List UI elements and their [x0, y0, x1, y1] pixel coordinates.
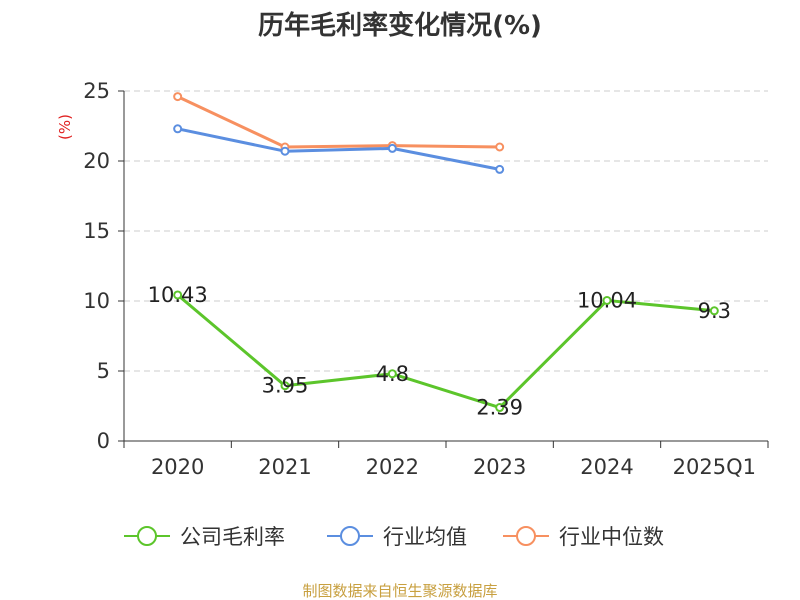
legend-label: 行业均值	[383, 525, 467, 549]
y-tick-label: 5	[97, 359, 110, 383]
data-label: 10.04	[577, 288, 637, 312]
x-tick-label: 2022	[366, 455, 419, 479]
data-point[interactable]	[709, 306, 719, 316]
data-point[interactable]	[173, 290, 183, 300]
x-tick-label: 2023	[473, 455, 526, 479]
data-point[interactable]	[173, 124, 183, 134]
legend-marker	[516, 526, 536, 546]
series-2	[173, 92, 505, 152]
legend-marker	[340, 526, 360, 546]
source-note: 制图数据来自恒生聚源数据库	[302, 582, 497, 600]
y-axis-label: (%)	[56, 114, 74, 140]
y-tick-label: 15	[83, 219, 110, 243]
data-point[interactable]	[495, 164, 505, 174]
axes: 0 5 10 15 20 25 2020 2021 2022 2023 2024 2025Q1	[83, 79, 769, 479]
y-tick-label: 25	[83, 79, 110, 103]
data-label: 10.43	[148, 283, 208, 307]
data-label: 3.95	[262, 374, 309, 398]
legend[interactable]: 公司毛利率 行业均值 行业中位数	[124, 525, 664, 549]
data-label: 9.3	[698, 299, 731, 323]
data-point[interactable]	[280, 381, 290, 391]
legend-item[interactable]: 行业中位数	[503, 525, 664, 549]
y-tick-label: 0	[97, 429, 110, 453]
chart-title: 历年毛利率变化情况(%)	[258, 10, 542, 41]
series-line	[177, 127, 500, 171]
series-1	[173, 124, 505, 174]
data-point[interactable]	[495, 142, 505, 152]
y-tick-label: 10	[83, 289, 110, 313]
x-tick-label: 2021	[258, 455, 311, 479]
legend-marker	[137, 526, 157, 546]
series-0: 10.43 3.95 4.8 2.39 10.04 9.3	[148, 283, 731, 420]
data-point[interactable]	[387, 369, 397, 379]
series-line	[177, 95, 500, 149]
data-label: 4.8	[376, 362, 409, 386]
data-point[interactable]	[387, 143, 397, 153]
data-point[interactable]	[602, 295, 612, 305]
x-tick-label: 2025Q1	[673, 455, 756, 479]
y-tick-label: 20	[83, 149, 110, 173]
legend-label: 公司毛利率	[180, 525, 285, 549]
series-line	[176, 293, 715, 410]
grid-lines	[124, 90, 768, 372]
data-label: 2.39	[476, 396, 523, 420]
x-tick-label: 2020	[151, 455, 204, 479]
legend-item[interactable]: 公司毛利率	[124, 525, 285, 549]
legend-item[interactable]: 行业均值	[327, 525, 467, 549]
series-group: 10.43 3.95 4.8 2.39 10.04 9.3	[148, 92, 731, 420]
data-point[interactable]	[495, 403, 505, 413]
data-point[interactable]	[173, 92, 183, 102]
data-point[interactable]	[280, 146, 290, 156]
x-tick-label: 2024	[580, 455, 633, 479]
legend-label: 行业中位数	[559, 525, 664, 549]
